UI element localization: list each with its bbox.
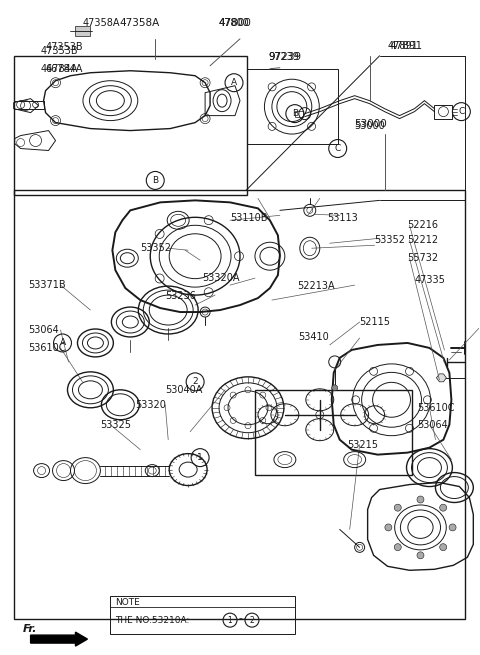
Text: Fr.: Fr. — [23, 624, 37, 634]
Text: 53113: 53113 — [327, 214, 358, 223]
Text: B: B — [292, 109, 298, 118]
Text: NOTE: NOTE — [115, 598, 140, 607]
Text: C: C — [458, 107, 465, 116]
Text: 47335: 47335 — [415, 275, 445, 285]
Circle shape — [385, 524, 392, 531]
Text: 52216: 52216 — [408, 220, 439, 231]
Circle shape — [449, 524, 456, 531]
Text: A: A — [60, 339, 66, 347]
Circle shape — [417, 496, 424, 503]
Text: 47800: 47800 — [218, 18, 249, 28]
Text: B: B — [152, 176, 158, 185]
Text: 2: 2 — [250, 616, 254, 625]
Text: 47800: 47800 — [218, 18, 251, 28]
Text: 47353B: 47353B — [41, 46, 78, 56]
Polygon shape — [436, 374, 446, 382]
Text: 53352: 53352 — [374, 235, 406, 245]
Text: THE NO.53210A:: THE NO.53210A: — [115, 616, 192, 625]
Bar — [247, 69, 338, 143]
Text: 47353B: 47353B — [46, 42, 83, 52]
Text: 53236: 53236 — [165, 291, 196, 301]
Text: 53410: 53410 — [298, 332, 329, 342]
Text: 53320: 53320 — [135, 400, 166, 410]
Text: A: A — [231, 78, 237, 87]
Circle shape — [440, 504, 447, 511]
Text: 53320A: 53320A — [202, 273, 240, 283]
Text: 53352: 53352 — [140, 243, 171, 253]
Text: 53064: 53064 — [418, 420, 448, 430]
Text: 46784A: 46784A — [41, 64, 78, 74]
Circle shape — [394, 544, 401, 551]
Text: 53000: 53000 — [355, 121, 385, 130]
Text: 1: 1 — [197, 453, 203, 462]
Text: 52213A: 52213A — [297, 281, 335, 291]
Circle shape — [417, 552, 424, 559]
FancyArrow shape — [31, 632, 87, 646]
Circle shape — [332, 385, 338, 391]
Circle shape — [440, 544, 447, 551]
Text: 52212: 52212 — [408, 235, 439, 245]
Circle shape — [394, 504, 401, 511]
Text: 53215: 53215 — [348, 440, 379, 450]
Bar — [13, 56, 247, 195]
Text: 53610C: 53610C — [29, 343, 66, 353]
Text: 53110B: 53110B — [230, 214, 267, 223]
Text: 1: 1 — [228, 616, 232, 625]
Text: 53000: 53000 — [355, 119, 387, 128]
Text: 97239: 97239 — [268, 52, 301, 62]
Bar — [255, 390, 411, 475]
Text: ~: ~ — [238, 615, 246, 625]
Text: 47891: 47891 — [390, 41, 423, 51]
Text: 97239: 97239 — [268, 52, 299, 62]
Text: C: C — [335, 144, 341, 153]
Text: 46784A: 46784A — [46, 64, 83, 74]
Bar — [13, 191, 465, 619]
Text: 53371B: 53371B — [29, 280, 66, 290]
Text: 53610C: 53610C — [418, 403, 455, 413]
Text: 2: 2 — [192, 377, 198, 386]
Bar — [110, 596, 295, 634]
Text: 53040A: 53040A — [165, 385, 203, 395]
Text: 55732: 55732 — [408, 253, 439, 263]
Polygon shape — [75, 26, 90, 36]
Text: 53325: 53325 — [100, 420, 132, 430]
Text: 47358A: 47358A — [120, 18, 160, 28]
Text: 47891: 47891 — [387, 41, 419, 51]
Text: 52115: 52115 — [360, 317, 391, 327]
Text: 47358A: 47358A — [83, 18, 120, 28]
Text: 53064: 53064 — [29, 325, 60, 335]
